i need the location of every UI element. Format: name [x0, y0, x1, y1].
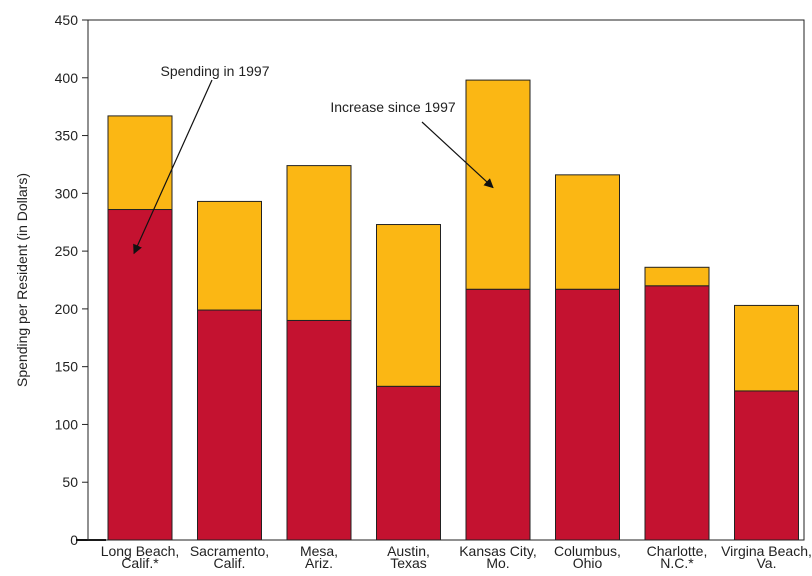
bar-spending-1997-7: [734, 390, 799, 541]
x-category-label-4: Kansas City, Mo.: [459, 543, 537, 571]
bar-spending-1997-2: [286, 319, 352, 541]
plot-frame: [87, 19, 805, 541]
y-tick-label-7: 350: [55, 128, 79, 144]
x-axis-category-labels: Long Beach, Calif.* Sacramento, Calif. Mesa,…: [101, 543, 812, 571]
annotation-arrow-spending-1997: [133, 79, 213, 255]
y-tick-label-8: 400: [55, 70, 79, 86]
bar-spending-1997-3: [376, 385, 441, 541]
bar-spending-1997-6: [644, 285, 710, 541]
annotation-increase-since-1997: Increase since 1997: [330, 99, 456, 115]
bar-increase-since-1997-3: [376, 224, 441, 387]
y-tick-label-6: 300: [55, 185, 79, 201]
x-category-label-0: Long Beach, Calif.*: [101, 543, 180, 571]
annotation-arrow-increase-since-1997: [421, 121, 494, 189]
y-axis-title-group: Spending per Resident (in Dollars): [14, 173, 30, 387]
y-tick-label-3: 150: [55, 359, 79, 375]
y-tick-label-0: 0: [70, 532, 78, 548]
bar-increase-since-1997-4: [465, 79, 531, 290]
y-tick-label-2: 100: [55, 416, 79, 432]
bar-spending-1997-1: [197, 309, 262, 541]
x-category-label-5: Columbus, Ohio: [554, 543, 621, 571]
y-tick-label-4: 200: [55, 301, 79, 317]
x-category-label-7: Virgina Beach, Va.: [721, 543, 812, 571]
bar-increase-since-1997-6: [644, 266, 710, 287]
x-category-label-6: Charlotte, N.C.*: [647, 543, 708, 571]
x-category-label-2: Mesa, Ariz.: [300, 543, 338, 571]
bar-spending-1997-4: [465, 288, 531, 541]
x-category-label-1: Sacramento, Calif.: [190, 543, 269, 571]
bar-spending-1997-0: [107, 209, 173, 541]
y-tick-label-1: 50: [62, 474, 78, 490]
annotation-spending-1997: Spending in 1997: [161, 63, 270, 79]
y-tick-label-9: 450: [55, 12, 79, 28]
bar-increase-since-1997-5: [555, 174, 620, 290]
y-axis-ticks: 0 50 100 150 200 250 300 350 400 450: [55, 12, 106, 548]
annotations: Spending in 1997 Increase since 1997: [133, 63, 494, 255]
bar-increase-since-1997-1: [197, 200, 262, 311]
bars: [107, 79, 799, 541]
y-tick-label-5: 250: [55, 243, 79, 259]
bar-increase-since-1997-2: [286, 165, 352, 321]
bar-spending-1997-5: [555, 288, 620, 541]
x-category-label-3: Austin, Texas: [387, 543, 430, 571]
bar-increase-since-1997-7: [734, 304, 799, 392]
bar-increase-since-1997-0: [107, 115, 173, 211]
y-axis-title: Spending per Resident (in Dollars): [14, 173, 30, 387]
